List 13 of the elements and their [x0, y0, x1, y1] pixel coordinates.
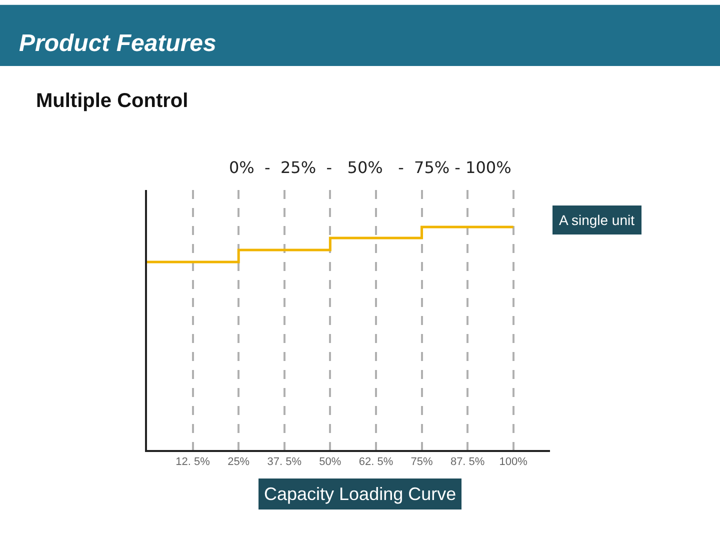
x-tick-label: 50% — [319, 456, 342, 468]
x-tick-label: 12. 5% — [176, 456, 210, 468]
x-tick-label: 100% — [499, 456, 528, 468]
chart-subtitle: Multiple Control — [36, 90, 188, 112]
x-tick-label: 75% — [410, 456, 433, 468]
x-tick-label: 25% — [228, 456, 250, 468]
x-tick-label: 37. 5% — [267, 456, 302, 468]
x-tick-label: 62. 5% — [358, 456, 394, 468]
text: Capacity Loading Curve — [264, 484, 456, 504]
text: 0% - 25% - 50% - 75% - 100% — [229, 158, 512, 177]
chart-title: Product Features — [19, 30, 216, 57]
text: A single unit — [559, 212, 635, 228]
x-tick-label: 87. 5% — [450, 456, 485, 468]
